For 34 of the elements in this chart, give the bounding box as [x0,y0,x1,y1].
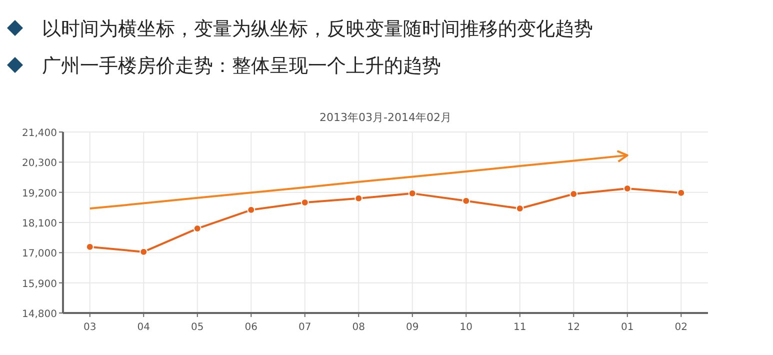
x-tick-label: 07 [298,322,312,333]
point [140,248,148,256]
point [86,242,94,251]
y-tick-label: 18,100 [22,218,57,230]
y-tick-label: 20,300 [22,158,57,170]
x-tick-label: 12 [567,322,580,333]
y-tick-label: 14,800 [22,309,57,320]
x-tick-label: 03 [84,322,96,333]
y-tick-label: 15,900 [22,278,57,290]
y-tick-label: 19,200 [22,188,57,200]
x-tick-label: 01 [621,322,634,333]
x-tick-label: 05 [191,322,204,333]
point [300,198,309,206]
point [677,188,686,197]
text: 以时间为横坐标，变量为纵坐标，反映变量随时间推移的变化趋势 [42,18,593,40]
y-tick-label: 21,400 [22,128,57,139]
point [623,184,632,192]
y-tick-label: 17,000 [22,248,57,260]
chart-title: 2013年03月-2014年02月 [320,111,452,124]
point [462,196,470,205]
point [516,204,524,213]
point [408,189,416,198]
x-tick-label: 08 [352,322,365,333]
x-tick-label: 10 [460,322,472,333]
x-tick-label: 11 [514,322,526,333]
x-tick-label: 02 [674,322,688,333]
x-tick-label: 06 [244,322,258,333]
point [247,206,256,214]
x-tick-label: 09 [406,322,419,333]
point [354,194,363,202]
text: 广州一手楼房价走势：整体呈现一个上升的趋势 [42,55,441,77]
x-tick-label: 04 [137,322,150,333]
point [570,190,578,198]
point [193,224,202,233]
